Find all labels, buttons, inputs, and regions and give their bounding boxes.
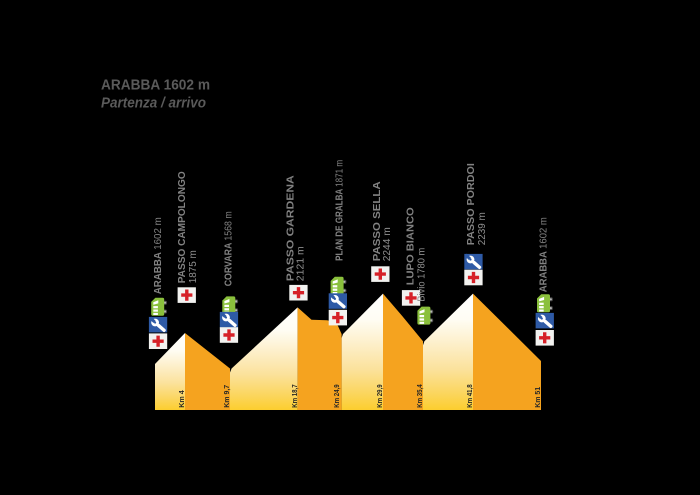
svg-text:Km 35,4: Km 35,4 (415, 384, 424, 408)
svg-text:1875 m: 1875 m (188, 250, 199, 283)
svg-text:Partenza / arrivo: Partenza / arrivo (101, 95, 206, 112)
svg-text:Km 51: Km 51 (533, 387, 542, 408)
svg-text:Km 41,8: Km 41,8 (465, 384, 474, 408)
svg-text:2244 m: 2244 m (382, 227, 393, 261)
svg-text:CORVARA 1568 m: CORVARA 1568 m (224, 211, 235, 286)
svg-text:PLAN DE GRALBA 1871 m: PLAN DE GRALBA 1871 m (334, 160, 345, 261)
svg-text:PASSO GARDENA: PASSO GARDENA (285, 175, 296, 281)
svg-text:Km 24,9: Km 24,9 (332, 384, 341, 408)
svg-text:Km 4: Km 4 (177, 389, 186, 407)
svg-text:LUPO BIANCO: LUPO BIANCO (406, 207, 417, 285)
svg-text:2239 m: 2239 m (477, 212, 488, 245)
svg-text:Bivio 1780 m: Bivio 1780 m (416, 248, 427, 302)
svg-text:Km 18,7: Km 18,7 (290, 384, 299, 408)
svg-text:PASSO PORDOI: PASSO PORDOI (466, 163, 477, 245)
svg-text:2121 m: 2121 m (296, 246, 307, 281)
svg-text:Km 9,7: Km 9,7 (222, 385, 231, 408)
svg-text:Km 29,9: Km 29,9 (375, 384, 384, 408)
svg-text:ARABBA 1602 m: ARABBA 1602 m (538, 217, 549, 292)
svg-text:ARABBA 1602 m: ARABBA 1602 m (101, 76, 210, 93)
svg-text:ARABBA 1602 m: ARABBA 1602 m (153, 217, 164, 294)
svg-text:PASSO SELLA: PASSO SELLA (372, 181, 383, 261)
svg-text:PASSO CAMPOLONGO: PASSO CAMPOLONGO (177, 171, 188, 283)
